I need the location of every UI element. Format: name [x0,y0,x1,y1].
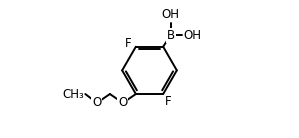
Text: B: B [167,29,175,42]
Text: O: O [118,96,127,109]
Text: OH: OH [162,8,180,21]
Text: F: F [165,95,171,108]
Text: CH₃: CH₃ [62,87,84,100]
Text: OH: OH [184,29,202,42]
Text: O: O [92,96,102,109]
Text: F: F [125,38,132,51]
